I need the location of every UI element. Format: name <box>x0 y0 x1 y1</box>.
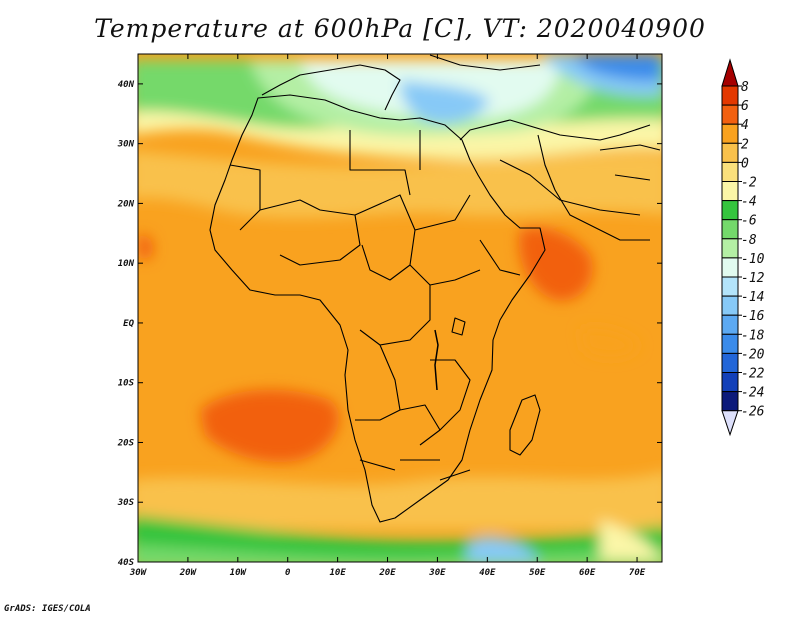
colorbar-label: -6 <box>741 214 757 229</box>
colorbar-segment <box>721 372 739 393</box>
lat-tick-label: 30S <box>117 498 135 508</box>
colorbar-label: -4 <box>741 195 757 210</box>
colorbar-segment <box>721 200 739 221</box>
temperature-field <box>138 54 662 562</box>
colorbar-segment <box>721 333 739 354</box>
lon-tick-label: 10W <box>230 568 248 578</box>
colorbar-label: 4 <box>741 118 749 133</box>
colorbar-label: 8 <box>741 80 749 95</box>
colorbar-segment <box>721 257 739 278</box>
colorbar-segment <box>721 352 739 373</box>
colorbar-label: -14 <box>741 290 764 305</box>
colorbar-label: -12 <box>741 271 765 286</box>
map-title: Temperature at 600hPa [C], VT: 202004090… <box>94 14 706 43</box>
lat-tick-label: 30N <box>117 140 135 150</box>
lon-tick-label: 20E <box>378 568 396 578</box>
coastlines <box>209 54 661 523</box>
lat-tick-label: 40S <box>118 558 135 568</box>
lon-tick-label: 30W <box>129 568 148 578</box>
colorbar-label: -26 <box>741 405 765 420</box>
colorbar-label: 6 <box>741 99 749 114</box>
lat-tick-label: 10N <box>118 259 135 269</box>
colorbar-bottom-arrow <box>721 410 739 437</box>
colorbar-top-arrow <box>721 58 739 87</box>
colorbar-segment <box>721 85 739 106</box>
lon-tick-label: 50E <box>529 568 546 578</box>
lon-tick-label: 30E <box>428 568 446 578</box>
lat-tick-label: 20S <box>117 438 135 448</box>
colorbar-label: 2 <box>741 137 749 152</box>
lon-tick-label: 70E <box>629 568 646 578</box>
colorbar-label: -2 <box>741 176 757 191</box>
colorbar-segment <box>721 104 739 125</box>
colorbar: 8 6 4 2 0 -2 -4 -6 -8 -10 -12 -14 -16 -18 -20 -22 -24 -26 <box>721 58 765 437</box>
colorbar-label: -8 <box>741 233 757 248</box>
lat-tick-label: EQ <box>123 319 134 329</box>
lon-tick-label: 60E <box>579 568 596 578</box>
colorbar-segment <box>721 314 739 335</box>
lon-tick-label: 10E <box>329 568 346 578</box>
colorbar-segment <box>721 238 739 259</box>
lon-tick-label: 40E <box>479 568 496 578</box>
map-frame <box>137 53 663 563</box>
colorbar-segment <box>721 123 739 144</box>
colorbar-segment <box>721 391 739 412</box>
colorbar-label: -22 <box>741 367 765 382</box>
colorbar-label: -16 <box>741 309 765 324</box>
colorbar-label: -20 <box>741 347 765 362</box>
colorbar-segment <box>721 161 739 182</box>
colorbar-label: -24 <box>741 386 764 401</box>
lon-tick-label: 0 <box>285 568 291 578</box>
colorbar-segment <box>721 295 739 316</box>
colorbar-label: -10 <box>741 252 765 267</box>
colorbar-segment <box>721 219 739 240</box>
lat-tick-label: 40N <box>118 80 135 90</box>
map-axis-ticks: 30W 20W 10W 0 10E 20E 30E 40E 50E 60E 70E 40N 30N 20N… <box>117 54 662 578</box>
lon-tick-label: 20W <box>179 568 198 578</box>
colorbar-label: -18 <box>741 328 765 343</box>
colorbar-segment <box>721 142 739 163</box>
colorbar-label: 0 <box>741 156 749 171</box>
lat-tick-label: 10S <box>118 379 135 389</box>
colorbar-segment <box>721 181 739 202</box>
lat-tick-label: 20N <box>117 199 135 209</box>
grads-credit: GrADS: IGES/COLA <box>4 604 91 614</box>
colorbar-segment <box>721 276 739 297</box>
